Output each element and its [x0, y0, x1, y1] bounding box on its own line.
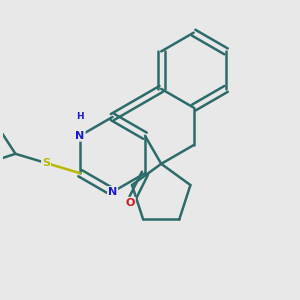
Text: S: S	[42, 158, 50, 168]
Text: N: N	[75, 131, 85, 141]
Text: H: H	[76, 112, 84, 121]
Text: O: O	[125, 198, 135, 208]
Text: N: N	[108, 187, 117, 197]
